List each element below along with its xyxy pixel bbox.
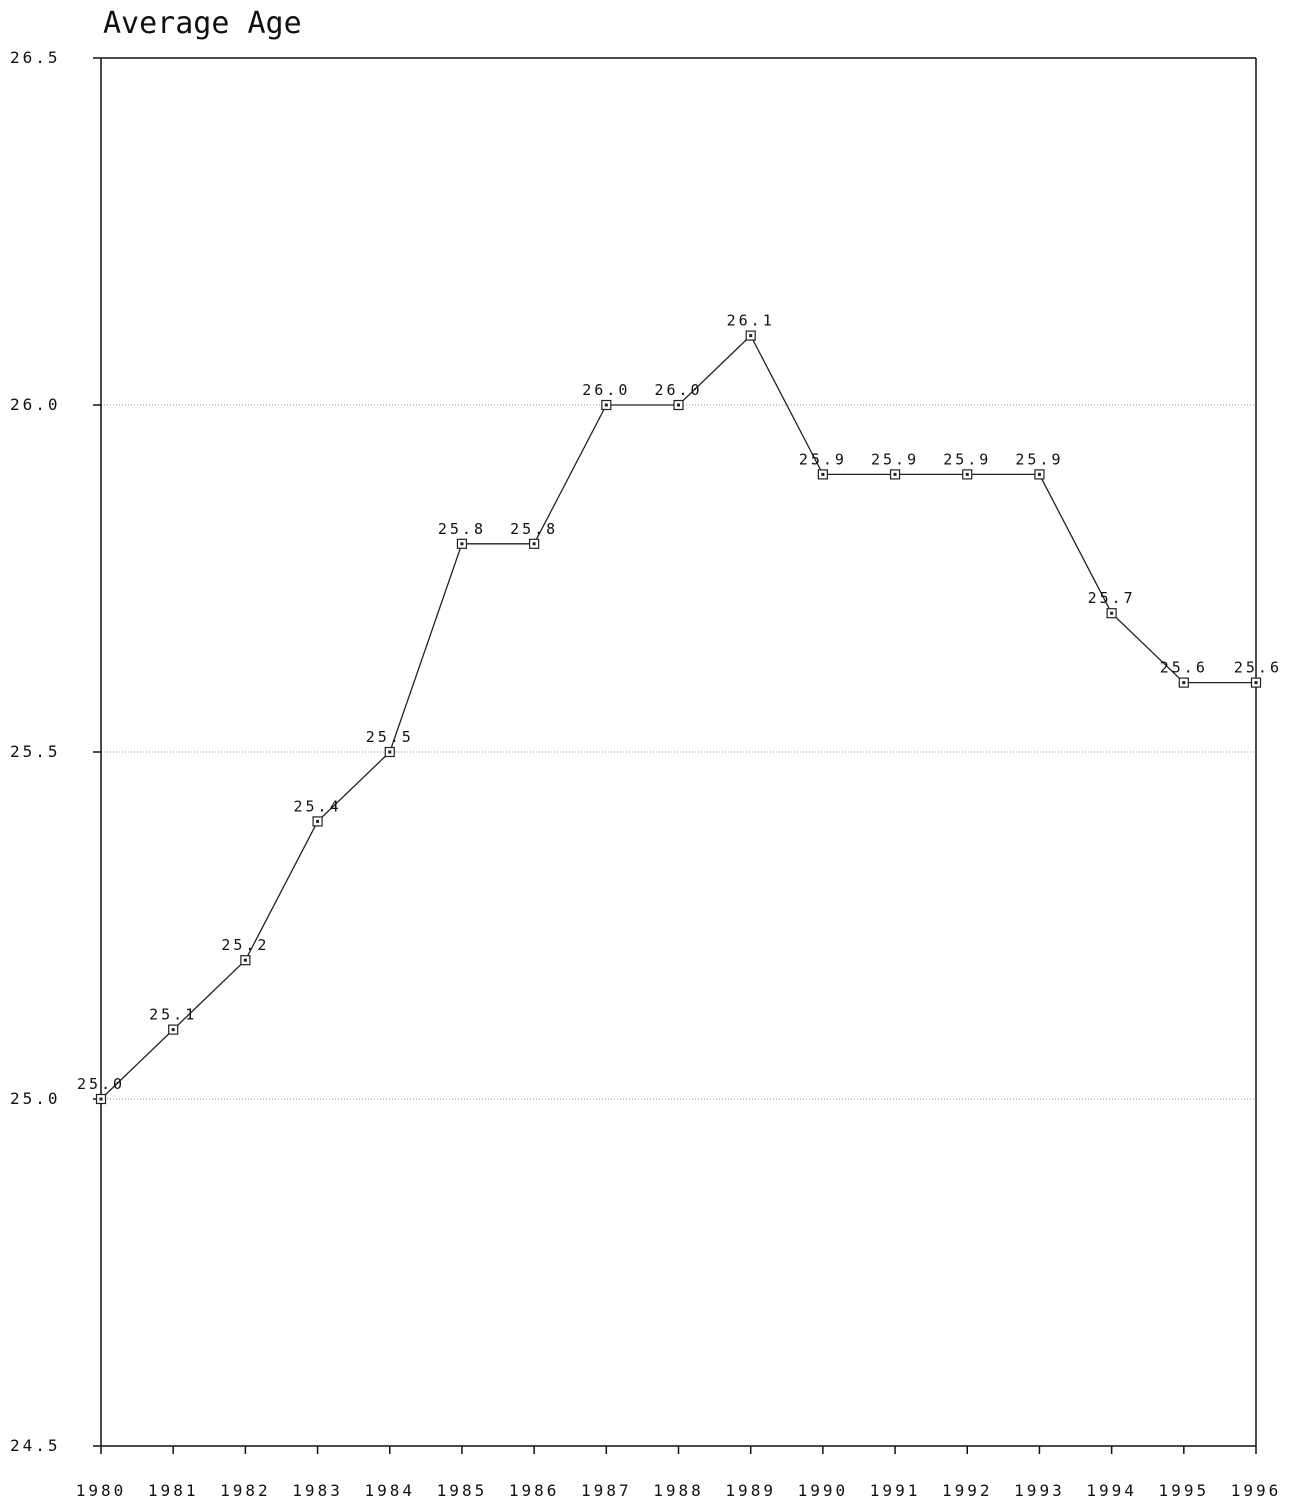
- axes: [93, 57, 1257, 1454]
- data-point-marker-dot: [1182, 681, 1186, 685]
- x-tick-label: 1983: [292, 1481, 343, 1500]
- y-tick-label: 26.0: [10, 395, 61, 414]
- data-point-marker-dot: [677, 403, 680, 407]
- x-tick-label: 1991: [870, 1481, 921, 1500]
- data-series: [95, 330, 1262, 1105]
- data-point-marker-dot: [893, 472, 897, 476]
- data-point-marker-dot: [243, 958, 247, 962]
- x-tick-label: 1995: [1159, 1481, 1210, 1500]
- x-tick-label: 1988: [653, 1481, 704, 1500]
- y-tick-label: 25.5: [10, 742, 61, 761]
- grid-lines: [101, 404, 1256, 1100]
- data-label: 25.7: [1088, 589, 1136, 607]
- data-label: 25.0: [77, 1075, 125, 1093]
- data-point-marker-dot: [171, 1028, 175, 1032]
- data-label: 26.1: [727, 312, 775, 330]
- x-tick-labels: 1980 1981 1982 1983 1984 1985 1986 1987 1988 1989…: [76, 1481, 1282, 1500]
- data-point-marker-dot: [532, 542, 536, 546]
- x-tick-label: 1987: [581, 1481, 632, 1500]
- y-tick-label: 25.0: [10, 1089, 61, 1108]
- data-label: 25.1: [149, 1006, 197, 1024]
- data-point-marker-dot: [749, 334, 753, 338]
- x-tick-label: 1993: [1014, 1481, 1065, 1500]
- data-label: 25.9: [871, 450, 919, 468]
- x-tick-label: 1996: [1231, 1481, 1282, 1500]
- data-point-marker-dot: [460, 542, 464, 546]
- x-tick-label: 1992: [942, 1481, 993, 1500]
- x-tick-label: 1994: [1086, 1481, 1137, 1500]
- data-label: 25.6: [1234, 659, 1282, 677]
- x-tick-label: 1990: [798, 1481, 849, 1500]
- data-point-marker-dot: [1254, 681, 1258, 685]
- x-tick-label: 1980: [76, 1481, 127, 1500]
- x-tick-label: 1986: [509, 1481, 560, 1500]
- data-point-marker-dot: [1037, 472, 1041, 476]
- data-label: 26.0: [582, 381, 630, 399]
- series-line: [100, 334, 1256, 1100]
- data-point-marker-dot: [388, 750, 392, 754]
- data-label: 25.8: [510, 520, 558, 538]
- y-tick-labels: 24.5 25.0 25.5 26.0 26.5: [10, 48, 61, 1455]
- data-label: 25.2: [221, 936, 269, 954]
- data-point-marker-dot: [99, 1097, 103, 1101]
- chart-title: Average Age: [103, 6, 302, 41]
- y-tick-label: 24.5: [10, 1436, 61, 1455]
- x-tick-label: 1989: [725, 1481, 776, 1500]
- data-point-marker-dot: [316, 819, 320, 823]
- x-tick-label: 1982: [220, 1481, 271, 1500]
- data-label: 25.8: [438, 520, 486, 538]
- x-tick-label: 1984: [364, 1481, 415, 1500]
- data-labels: 25.0 25.1 25.2 25.4 25.5 25.8 25.8 26.0 26.0 26.1…: [77, 312, 1282, 1093]
- y-tick-label: 26.5: [10, 48, 61, 67]
- data-label: 25.9: [943, 450, 991, 468]
- data-label: 25.5: [366, 728, 414, 746]
- data-point-marker-dot: [604, 403, 608, 407]
- data-label: 25.4: [294, 797, 342, 815]
- data-point-marker-dot: [965, 472, 969, 476]
- data-point-marker-dot: [821, 472, 825, 476]
- data-label: 26.0: [654, 381, 702, 399]
- data-point-marker-dot: [1110, 611, 1114, 615]
- x-tick-label: 1981: [148, 1481, 199, 1500]
- data-label: 25.9: [799, 450, 847, 468]
- data-label: 25.6: [1160, 659, 1208, 677]
- data-label: 25.9: [1015, 450, 1063, 468]
- x-tick-label: 1985: [437, 1481, 488, 1500]
